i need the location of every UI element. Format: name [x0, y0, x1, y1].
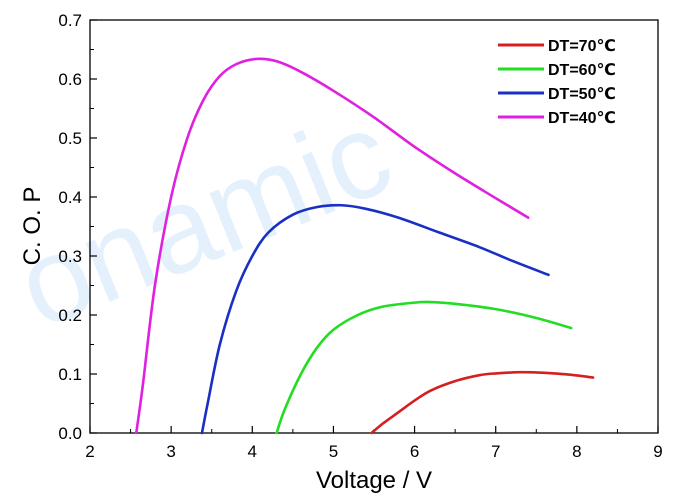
legend-label: DT=60℃ [548, 62, 616, 79]
x-tick-label: 3 [166, 442, 175, 461]
series-line-2 [275, 300, 573, 435]
legend-label: DT=40℃ [548, 110, 616, 127]
x-tick-label: 5 [329, 442, 338, 461]
axis-ticks [89, 19, 659, 434]
tick-labels: 2 3 4 5 6 7 8 9 0.0 0.1 0.2 0.3 0.4 0.5 0.6 0.7 [58, 11, 662, 461]
legend-label: DT=70℃ [548, 38, 616, 55]
series-layer [134, 57, 595, 435]
legend-label: DT=50℃ [548, 86, 616, 103]
y-tick-label: 0.0 [58, 424, 82, 443]
x-tick-label: 8 [572, 442, 581, 461]
y-tick-label: 0.1 [58, 365, 82, 384]
y-tick-label: 0.3 [58, 247, 82, 266]
y-tick-label: 0.4 [58, 188, 82, 207]
x-tick-label: 6 [410, 442, 419, 461]
x-axis-title: Voltage / V [316, 467, 432, 494]
y-tick-label: 0.2 [58, 306, 82, 325]
x-tick-label: 9 [653, 442, 662, 461]
x-tick-label: 2 [85, 442, 94, 461]
legend: DT=70℃ DT=60℃ DT=50℃ DT=40℃ [498, 38, 616, 127]
series-line-4 [134, 57, 530, 435]
y-tick-label: 0.6 [58, 70, 82, 89]
y-tick-label: 0.7 [58, 11, 82, 30]
y-axis-title: C. O. P [19, 187, 46, 266]
series-line-3 [200, 203, 550, 435]
series-line-1 [370, 370, 595, 435]
y-tick-label: 0.5 [58, 129, 82, 148]
x-tick-label: 4 [248, 442, 257, 461]
x-tick-label: 7 [491, 442, 500, 461]
